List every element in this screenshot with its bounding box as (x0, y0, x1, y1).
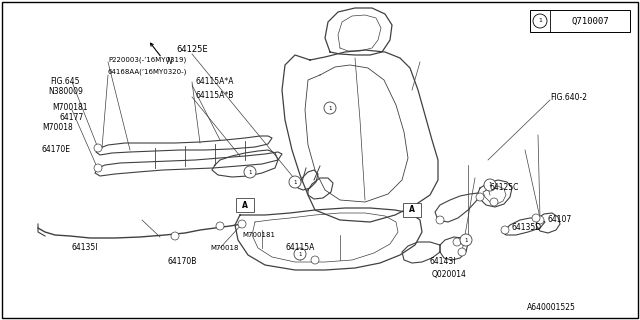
Bar (530, 10, 630, 32)
Text: 64135I: 64135I (72, 244, 99, 252)
Text: FIG.645: FIG.645 (50, 77, 79, 86)
Circle shape (490, 198, 498, 206)
Circle shape (311, 256, 319, 264)
Text: 64125C: 64125C (490, 183, 520, 193)
Text: 1: 1 (488, 182, 492, 188)
Circle shape (289, 176, 301, 188)
FancyBboxPatch shape (236, 198, 254, 212)
Text: N: N (167, 58, 173, 67)
Circle shape (536, 216, 544, 224)
Circle shape (501, 226, 509, 234)
Circle shape (216, 222, 224, 230)
Text: FIG.640-2: FIG.640-2 (550, 93, 587, 102)
Circle shape (484, 179, 496, 191)
Text: 64168AA(’16MY0320-): 64168AA(’16MY0320-) (108, 69, 188, 75)
Text: 64170B: 64170B (168, 258, 197, 267)
Text: 64135D: 64135D (512, 223, 542, 233)
Text: 64107: 64107 (548, 215, 572, 225)
Text: A640001525: A640001525 (527, 303, 576, 313)
Circle shape (324, 102, 336, 114)
Text: 1: 1 (298, 252, 301, 257)
Text: M700181: M700181 (242, 232, 275, 238)
Text: 64143I: 64143I (430, 258, 456, 267)
Text: M700181: M700181 (52, 102, 88, 111)
Text: 64177: 64177 (60, 113, 84, 122)
Text: 1: 1 (328, 106, 332, 110)
Circle shape (458, 248, 466, 256)
Text: M70018: M70018 (42, 123, 73, 132)
Circle shape (244, 166, 256, 178)
FancyBboxPatch shape (403, 203, 421, 217)
Text: A: A (409, 205, 415, 214)
Text: 1: 1 (464, 237, 468, 243)
Circle shape (533, 14, 547, 28)
Circle shape (532, 214, 540, 222)
Circle shape (476, 193, 484, 201)
Text: 64115A: 64115A (285, 244, 314, 252)
Text: 1: 1 (293, 180, 297, 185)
Text: 1: 1 (248, 170, 252, 174)
Text: N380009: N380009 (48, 87, 83, 97)
Circle shape (94, 164, 102, 172)
Text: Q020014: Q020014 (432, 269, 467, 278)
Text: P220003(-’16MY0319): P220003(-’16MY0319) (108, 57, 186, 63)
Text: M70018: M70018 (210, 245, 239, 251)
Text: A: A (242, 201, 248, 210)
Text: Q710007: Q710007 (571, 17, 609, 26)
Circle shape (453, 238, 461, 246)
Circle shape (460, 234, 472, 246)
Circle shape (94, 144, 102, 152)
Text: 64125E: 64125E (176, 45, 208, 54)
Circle shape (238, 220, 246, 228)
Circle shape (436, 216, 444, 224)
Text: 64115A*B: 64115A*B (195, 91, 234, 100)
Text: 64170E: 64170E (42, 146, 71, 155)
Circle shape (294, 248, 306, 260)
Circle shape (171, 232, 179, 240)
Text: 1: 1 (538, 19, 542, 23)
Text: 64115A*A: 64115A*A (195, 77, 234, 86)
